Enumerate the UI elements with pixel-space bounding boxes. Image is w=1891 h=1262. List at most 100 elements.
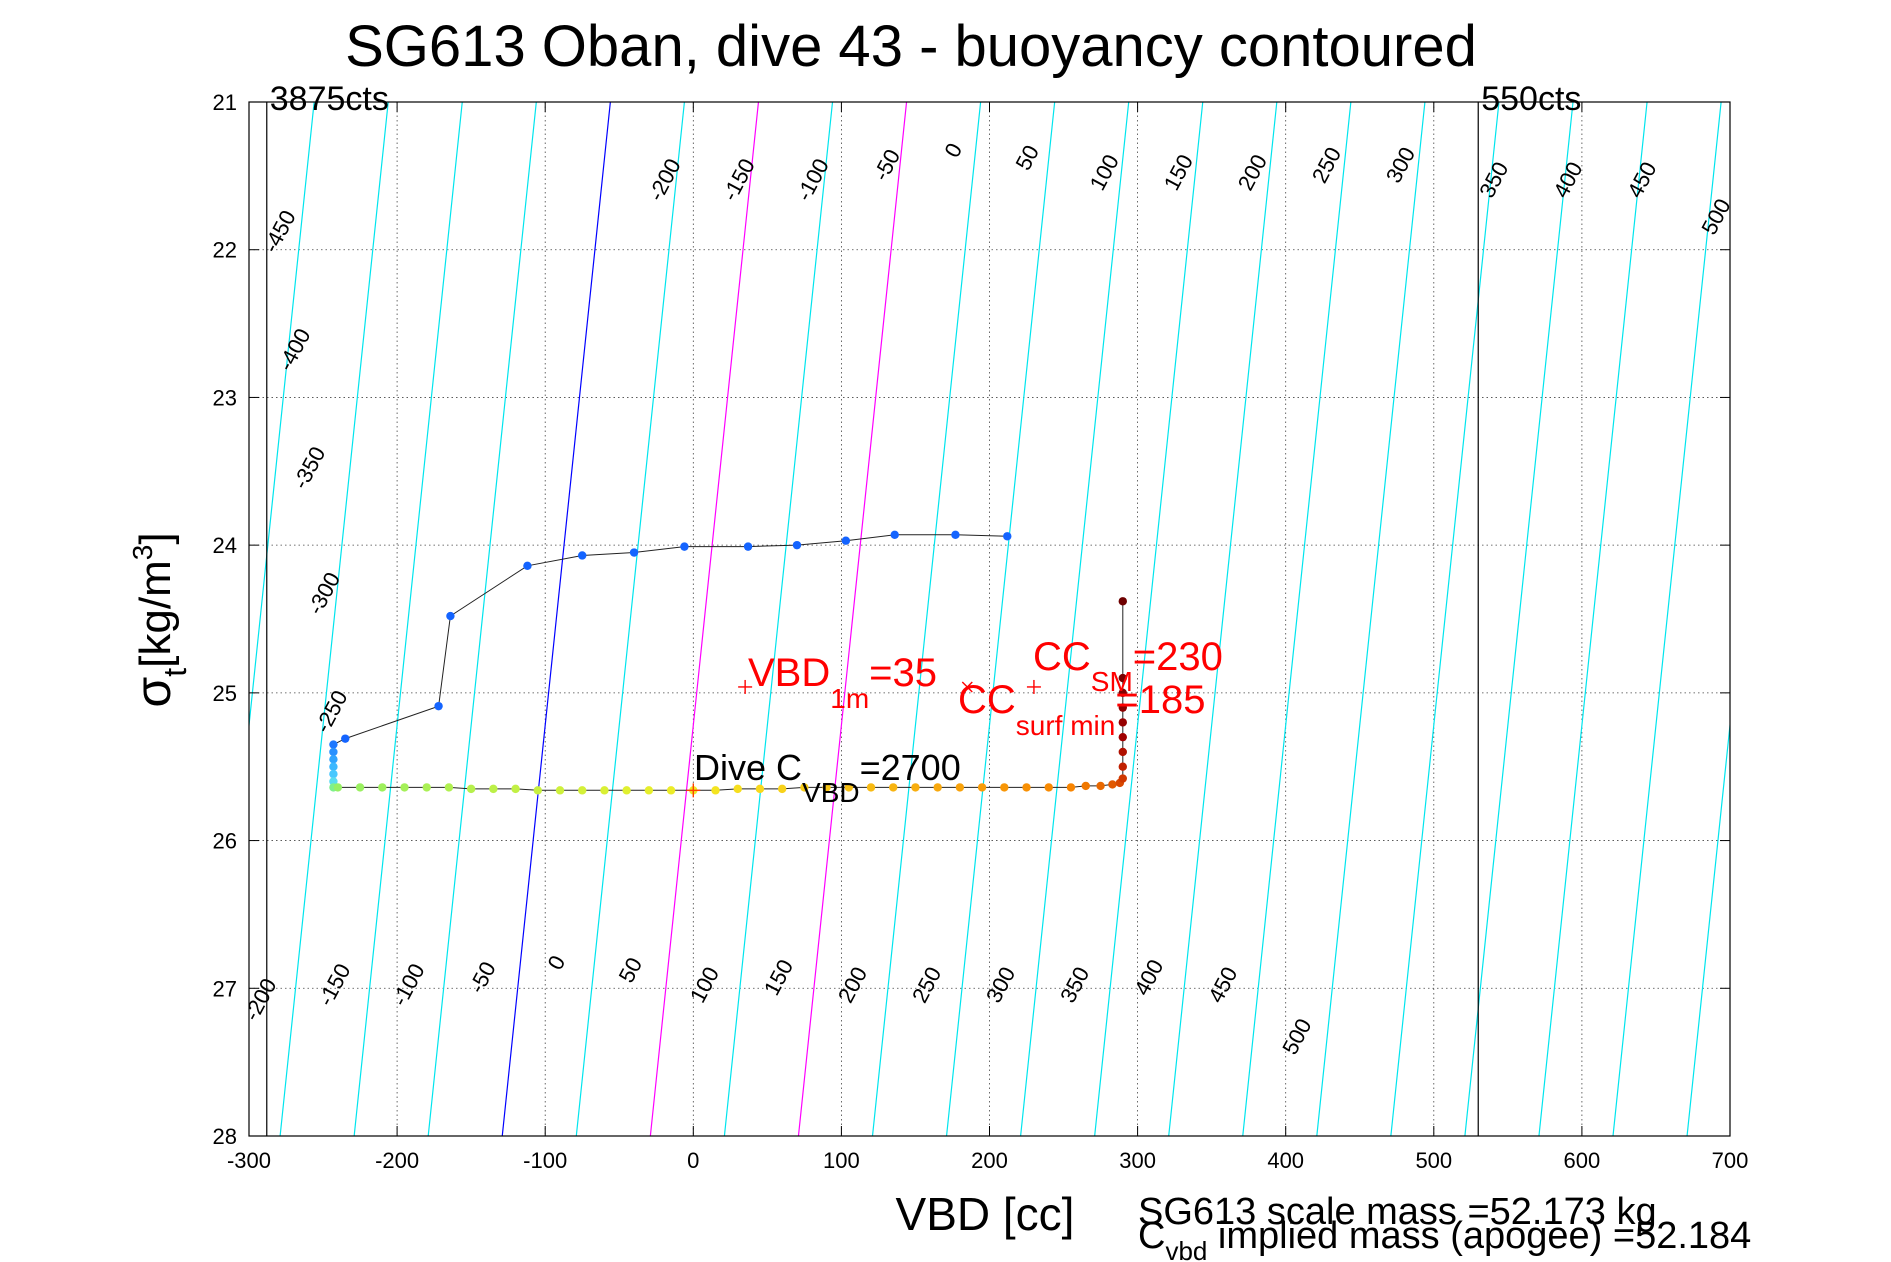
data-point-descent (329, 769, 338, 779)
data-point-descent (890, 530, 899, 540)
y-axis-ticks: 21 22 23 24 25 26 27 28 (213, 90, 1730, 1149)
contour-line (249, 102, 315, 732)
contour-label-bottom: 50 (614, 953, 648, 986)
x-tick-label: 400 (1267, 1148, 1304, 1173)
contour-line (649, 102, 760, 1136)
data-point-descent (841, 536, 851, 545)
data-point-ascent (600, 786, 609, 795)
vbd-limit-lines: 3875cts 550cts (266, 80, 1581, 1136)
y-tick-label: 28 (213, 1124, 237, 1149)
contour-line (1686, 719, 1730, 1136)
data-point-ascent (911, 783, 920, 792)
contour-line (871, 102, 982, 1136)
contour-line (353, 102, 463, 1136)
data-point-descent (434, 701, 443, 711)
data-point-ascent (1118, 597, 1127, 606)
implied-mass-text: Cvbd implied mass (apogee) =52.184 (1138, 1215, 1751, 1262)
data-point-ascent (1081, 781, 1090, 791)
y-tick-label: 25 (213, 681, 237, 706)
data-point-descent (792, 540, 802, 550)
data-point-ascent (1118, 762, 1127, 771)
x-tick-label: 0 (687, 1148, 699, 1173)
contour-label-bottom: 350 (1055, 963, 1094, 1007)
contour-label-top: -100 (791, 154, 834, 205)
data-point-ascent (666, 786, 676, 795)
x-tick-label: 300 (1119, 1148, 1156, 1173)
dive-cvbd-annotation: Dive CVBD=2700 (694, 747, 961, 808)
y-tick-label: 27 (213, 976, 237, 1001)
contour-label-top: 150 (1159, 150, 1198, 194)
data-point-descent (329, 777, 338, 786)
data-point-ascent (378, 783, 387, 792)
data-point-ascent (977, 783, 987, 792)
data-point-ascent (1118, 747, 1127, 757)
limit-line-label: 3875cts (270, 80, 389, 118)
data-point-ascent (711, 786, 720, 795)
contour-line (1316, 102, 1426, 1136)
y-tick-label: 22 (213, 238, 237, 263)
data-point-ascent (733, 784, 742, 794)
contour-label-top: 450 (1622, 158, 1661, 202)
contour-label-top: 400 (1548, 158, 1587, 202)
contour-line (1390, 102, 1500, 1136)
data-point-descent (523, 561, 532, 571)
data-point-ascent (1118, 774, 1127, 783)
data-point-ascent (511, 784, 520, 794)
data-point-ascent (755, 784, 765, 794)
data-point-ascent (1118, 718, 1127, 727)
data-point-descent (578, 551, 587, 560)
data-point-ascent (1118, 688, 1127, 698)
contour-line (575, 102, 686, 1136)
contour-label-top: -50 (868, 145, 905, 185)
data-point-ascent (533, 786, 542, 795)
data-point-ascent (844, 783, 854, 792)
vbd1m-annotation: VBD1m=35 (748, 651, 937, 714)
contour-label-top: -350 (288, 442, 331, 493)
contour-label-bottom: -50 (464, 957, 501, 997)
data-point-ascent (866, 783, 876, 792)
x-tick-label: 100 (823, 1148, 860, 1173)
contour-label-top: 300 (1381, 143, 1420, 187)
x-tick-label: 500 (1415, 1148, 1452, 1173)
x-axis-label: VBD [cc] (896, 1188, 1075, 1240)
data-series (329, 530, 1127, 795)
data-point-descent (341, 734, 350, 743)
contour-line (1538, 102, 1648, 1136)
contour-label-top: 0 (939, 139, 967, 162)
data-point-descent (743, 542, 753, 551)
data-point-ascent (422, 783, 431, 792)
data-point-descent (680, 542, 689, 551)
contour-line (427, 102, 537, 1136)
contour-line (279, 102, 389, 1136)
x-tick-label: 600 (1564, 1148, 1601, 1173)
data-point-ascent (955, 783, 965, 792)
contour-line (945, 102, 1056, 1136)
contour-label-bottom: 250 (907, 963, 946, 1007)
contour-label-bottom: -100 (387, 959, 430, 1010)
x-axis-ticks: -300 -200 -100 0 100 200 300 400 500 600 700 (227, 102, 1748, 1173)
contour-line (1242, 102, 1352, 1136)
contour-label-bottom: 150 (759, 955, 798, 999)
data-point-ascent (444, 783, 454, 792)
data-point-ascent (1000, 783, 1009, 792)
data-point-descent (446, 611, 455, 621)
contour-label-bottom: 300 (981, 963, 1020, 1007)
data-point-ascent (1022, 783, 1031, 792)
contour-label-top: 50 (1011, 141, 1045, 174)
buoyancy-contours (0, 102, 1730, 1136)
x-tick-label: -100 (523, 1148, 567, 1173)
chart-title: SG613 Oban, dive 43 - buoyancy contoured (345, 14, 1477, 79)
contour-label-bottom: 400 (1129, 955, 1168, 999)
contour-line (1020, 102, 1130, 1136)
data-point-ascent (800, 783, 809, 792)
contour-labels: -450-400-350-300-250-200 -150 -100 -50 0 50 10… (239, 139, 1736, 1059)
contour-line (0, 102, 92, 1136)
contour-label-bottom: 200 (833, 963, 872, 1007)
data-point-descent (329, 747, 338, 757)
contour-line (797, 102, 908, 1136)
data-point-ascent (1066, 783, 1076, 792)
y-tick-label: 24 (213, 533, 237, 558)
contour-label-top: 250 (1307, 143, 1346, 187)
x-tick-label: -300 (227, 1148, 271, 1173)
